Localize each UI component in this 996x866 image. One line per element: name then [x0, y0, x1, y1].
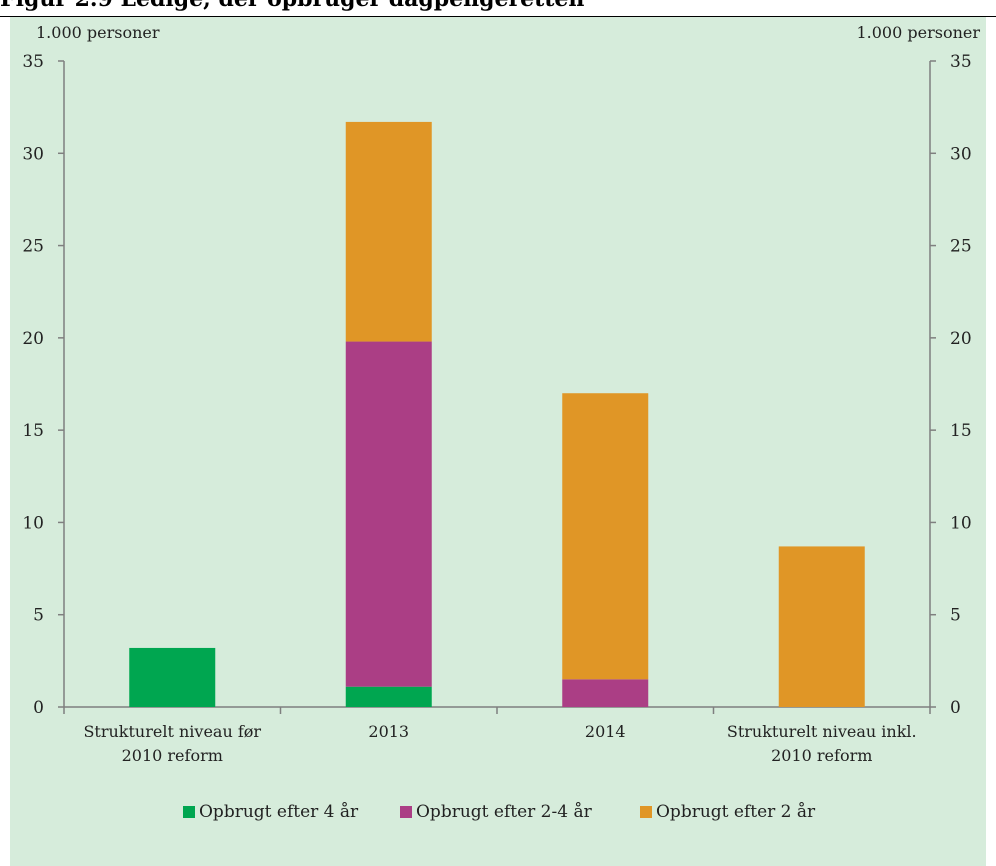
x-category-label: 2010 reform	[771, 746, 872, 765]
right-y-tick-label: 5	[950, 606, 961, 626]
x-category-label: 2010 reform	[122, 746, 223, 765]
left-y-tick-label: 5	[33, 606, 44, 626]
legend-swatch	[400, 806, 412, 818]
left-y-tick-label: 20	[22, 329, 44, 349]
bar-segment	[345, 341, 432, 687]
legend-swatch	[183, 806, 195, 818]
labels: 0 0 5 5 10 10 15 15 20 20 25 25 30 30 35 35 1.000 person…	[22, 23, 980, 765]
right-y-tick-label: 30	[950, 144, 972, 164]
chart-title: Figur 2.9 Ledige, der opbruger dagpenger…	[0, 0, 584, 12]
right-y-tick-label: 15	[950, 421, 972, 441]
x-category-label: 2013	[368, 722, 409, 741]
x-category-label: Strukturelt niveau før	[83, 722, 261, 741]
bar-segment	[562, 679, 649, 707]
right-y-tick-label: 10	[950, 513, 972, 533]
x-category-label: 2014	[585, 722, 626, 741]
left-y-tick-label: 35	[22, 52, 44, 72]
title-divider	[0, 16, 996, 17]
x-category-label: Strukturelt niveau inkl.	[727, 722, 917, 741]
left-y-tick-label: 25	[22, 237, 44, 257]
right-y-tick-label: 25	[950, 237, 972, 257]
bar-segment	[129, 647, 216, 707]
left-y-tick-label: 15	[22, 421, 44, 441]
right-y-tick-label: 20	[950, 329, 972, 349]
legend-label: Opbrugt efter 2-4 år	[416, 802, 593, 822]
legend-label: Opbrugt efter 2 år	[656, 802, 816, 822]
right-unit-label: 1.000 personer	[856, 23, 980, 42]
legend: Opbrugt efter 4 år Opbrugt efter 2-4 år Op…	[183, 802, 816, 822]
bar-segment	[345, 121, 432, 342]
bar-segment	[778, 546, 865, 707]
left-y-tick-label: 10	[22, 513, 44, 533]
bar-segment	[562, 393, 649, 680]
right-y-tick-label: 0	[950, 698, 961, 718]
bars	[129, 121, 865, 707]
legend-label: Opbrugt efter 4 år	[199, 802, 359, 822]
left-y-tick-label: 30	[22, 144, 44, 164]
left-unit-label: 1.000 personer	[36, 23, 160, 42]
legend-swatch	[640, 806, 652, 818]
left-y-tick-label: 0	[33, 698, 44, 718]
bar-segment	[345, 686, 432, 707]
right-y-tick-label: 35	[950, 52, 972, 72]
chart-panel	[10, 17, 986, 866]
